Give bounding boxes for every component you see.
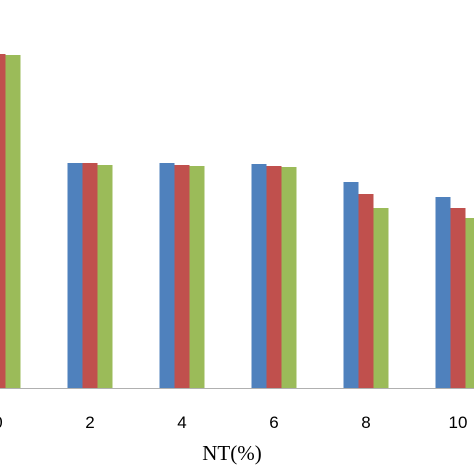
x-tick-label: 0	[0, 413, 3, 432]
bar	[97, 165, 113, 388]
bar	[67, 163, 83, 388]
x-tick-label: 10	[449, 413, 468, 432]
bar	[373, 208, 389, 388]
bar	[5, 55, 21, 388]
bar	[189, 166, 205, 388]
bar	[465, 218, 474, 388]
x-tick-label: 2	[85, 413, 94, 432]
x-axis-title: NT(%)	[202, 441, 261, 465]
x-tick-label: 8	[361, 413, 370, 432]
bar	[343, 182, 359, 388]
x-tick-label: 6	[269, 413, 278, 432]
bar	[450, 208, 466, 388]
bar	[0, 54, 6, 388]
bar	[82, 163, 98, 388]
bar	[174, 165, 190, 388]
x-tick-label: 4	[177, 413, 186, 432]
bar	[266, 166, 282, 388]
bar	[281, 167, 297, 388]
bar	[435, 197, 451, 388]
bar	[159, 163, 175, 388]
bar	[358, 194, 374, 388]
bar	[251, 164, 267, 388]
